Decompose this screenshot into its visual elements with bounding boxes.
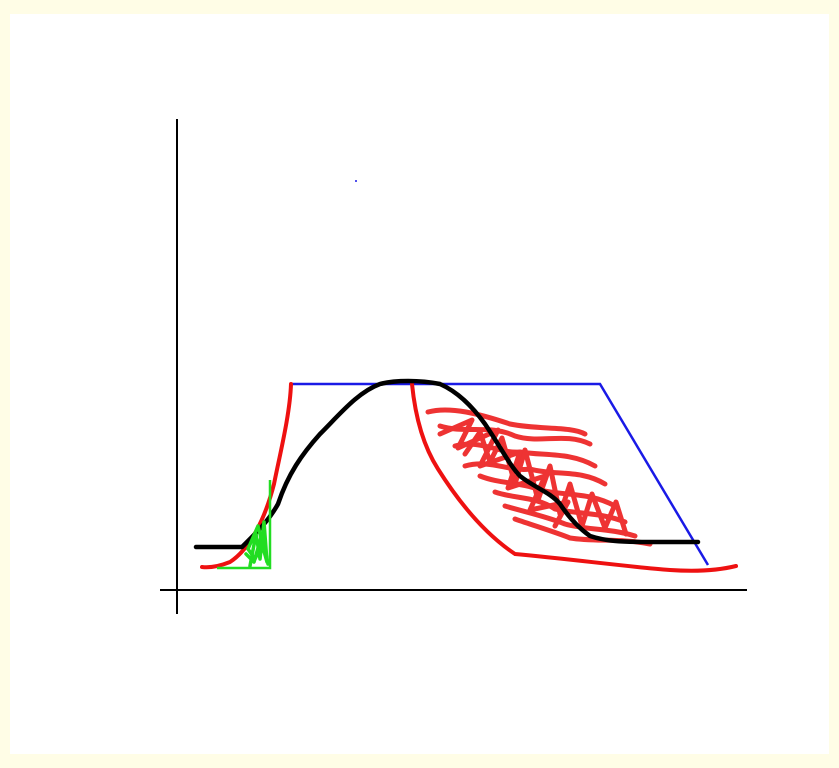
axes <box>160 119 747 614</box>
drawing <box>160 119 747 614</box>
red-scribble-fill <box>425 407 653 547</box>
black-curve <box>193 378 701 550</box>
red-right-curve <box>410 382 738 573</box>
blue-trapezoid <box>291 382 710 566</box>
green-triangle <box>217 480 272 570</box>
green-scribble-fill <box>244 520 270 568</box>
drawing-canvas <box>10 14 829 754</box>
stray-dot <box>355 180 357 182</box>
red-left-curve <box>200 382 293 570</box>
